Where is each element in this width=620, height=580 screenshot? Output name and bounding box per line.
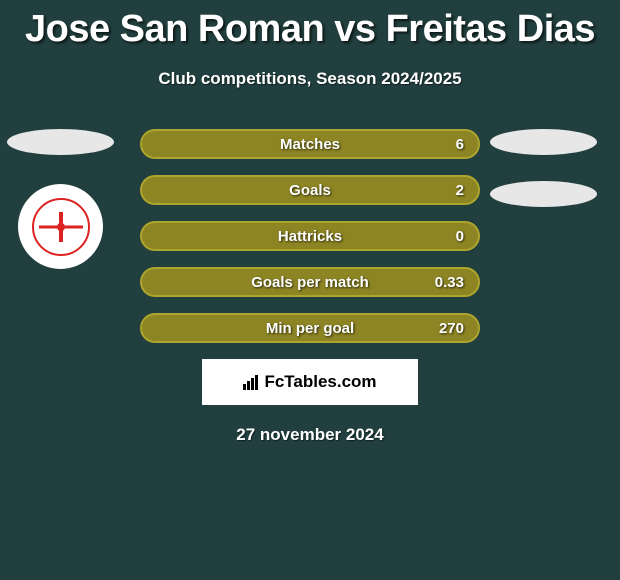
player-right-slot-1	[490, 129, 597, 155]
stat-bar: Hattricks 0	[140, 221, 480, 251]
page-title: Jose San Roman vs Freitas Dias	[0, 0, 620, 51]
stat-bar: Matches 6	[140, 129, 480, 159]
generated-date: 27 november 2024	[0, 425, 620, 445]
bars-icon	[243, 375, 258, 390]
stat-label: Min per goal	[266, 320, 354, 337]
stat-label: Hattricks	[278, 228, 342, 245]
club-logo	[18, 184, 103, 269]
stat-value: 0	[456, 228, 464, 245]
stat-value: 6	[456, 136, 464, 153]
watermark: FcTables.com	[202, 359, 418, 405]
stat-label: Goals per match	[251, 274, 369, 291]
watermark-text: FcTables.com	[264, 372, 376, 392]
stat-value: 2	[456, 182, 464, 199]
player-left-slot	[7, 129, 114, 155]
stats-bars: Matches 6 Goals 2 Hattricks 0 Goals per …	[140, 129, 480, 343]
stat-label: Matches	[280, 136, 340, 153]
page-subtitle: Club competitions, Season 2024/2025	[0, 69, 620, 89]
stat-bar: Min per goal 270	[140, 313, 480, 343]
stat-value: 0.33	[435, 274, 464, 291]
stat-bar: Goals 2	[140, 175, 480, 205]
stat-bar: Goals per match 0.33	[140, 267, 480, 297]
content-area: Matches 6 Goals 2 Hattricks 0 Goals per …	[0, 129, 620, 445]
stat-label: Goals	[289, 182, 331, 199]
stat-value: 270	[439, 320, 464, 337]
player-right-slot-2	[490, 181, 597, 207]
club-logo-emblem	[32, 198, 90, 256]
